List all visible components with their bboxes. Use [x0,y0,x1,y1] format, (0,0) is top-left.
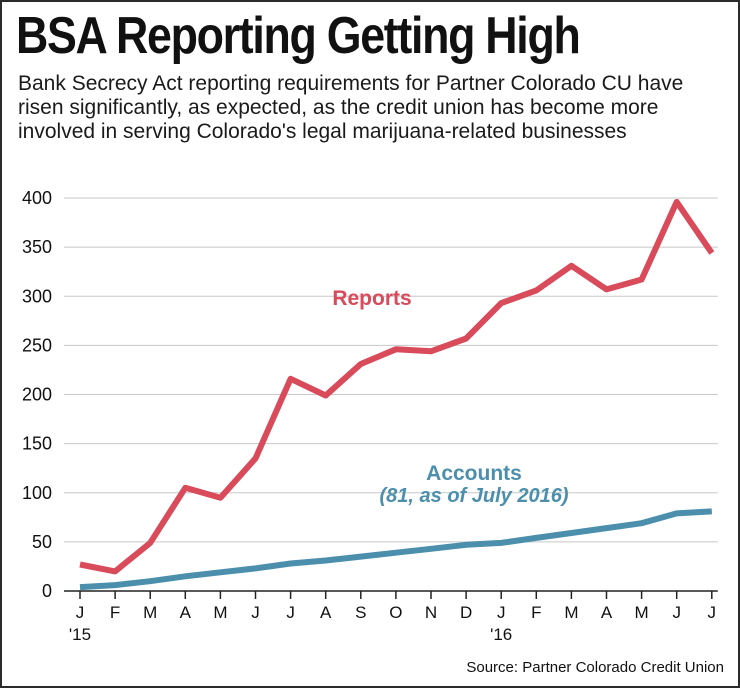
year-label-15: '15 [69,625,91,644]
x-tick-label-1: F [110,603,120,622]
series-line-reports [79,198,715,575]
series-label-reports: Reports [332,287,411,310]
x-tick-label-10: N [425,603,437,622]
x-tick-label-3: A [180,603,192,622]
y-tick-label-250: 250 [22,335,52,355]
x-tick-label-6: J [286,603,295,622]
x-tick-label-14: M [564,603,578,622]
series-line-accounts [79,508,712,591]
x-tick-label-8: S [355,603,366,622]
x-tick-label-15: A [601,603,613,622]
x-tick-label-9: O [389,603,402,622]
y-tick-label-300: 300 [22,286,52,306]
x-tick-label-7: A [320,603,332,622]
x-tick-label-5: J [251,603,260,622]
x-tick-label-11: D [460,603,472,622]
y-tick-label-200: 200 [22,385,52,405]
x-tick-label-18: J [708,603,717,622]
chart-subtitle: Bank Secrecy Act reporting requirements … [18,72,684,143]
series-label-accounts: Accounts [426,462,522,485]
x-tick-label-13: F [531,603,541,622]
y-tick-label-100: 100 [22,483,52,503]
y-tick-label-150: 150 [22,434,52,454]
x-tick-label-16: M [635,603,649,622]
year-label-16: '16 [490,625,512,644]
chart-title: BSA Reporting Getting High [16,7,581,65]
x-tick-label-17: J [672,603,681,622]
accounts-note: (81, as of July 2016) [380,485,569,507]
x-tick-label-12: J [497,603,506,622]
y-tick-label-350: 350 [22,237,52,257]
source-note: Source: Partner Colorado Credit Union [466,659,724,676]
x-tick-label-2: M [143,603,157,622]
y-tick-label-50: 50 [32,532,52,552]
x-tick-label-0: J [76,603,85,622]
y-tick-label-400: 400 [22,188,52,208]
x-tick-label-4: M [213,603,227,622]
y-tick-label-0: 0 [42,581,52,601]
